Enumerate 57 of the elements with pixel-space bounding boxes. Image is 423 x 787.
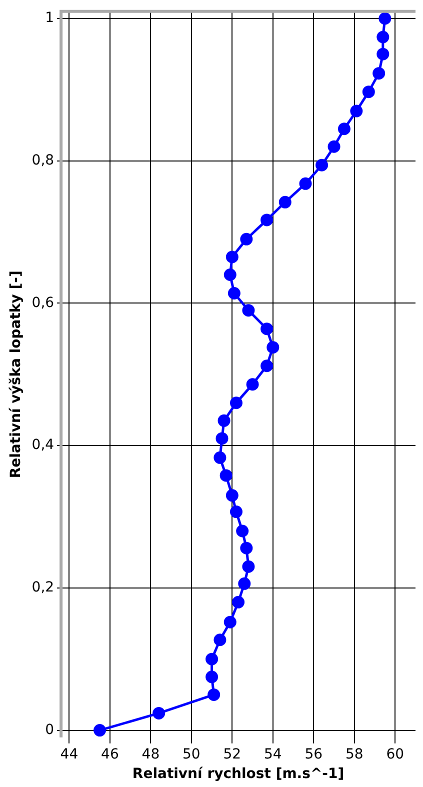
- point: [152, 706, 166, 720]
- point: [224, 616, 236, 628]
- point: [232, 596, 245, 608]
- point: [224, 268, 236, 282]
- point: [260, 360, 274, 372]
- point: [238, 577, 251, 590]
- x-tick-label: 46: [101, 746, 119, 762]
- point: [378, 12, 392, 25]
- point: [266, 341, 280, 354]
- point: [242, 304, 255, 317]
- point: [206, 670, 218, 684]
- x-tick-label: 48: [142, 746, 160, 762]
- y-tick-label: 0: [45, 722, 54, 738]
- point: [338, 122, 350, 136]
- point: [240, 542, 253, 554]
- point: [216, 432, 228, 445]
- x-axis-title: Relativní rychlost [m.s^-1]: [132, 766, 344, 782]
- point: [316, 158, 328, 172]
- point: [226, 250, 238, 264]
- point: [350, 104, 363, 118]
- y-tick-label: 0,4: [32, 437, 54, 454]
- x-tick-label: 58: [345, 746, 364, 762]
- point: [328, 140, 340, 153]
- point: [214, 634, 226, 646]
- x-tick-label: 54: [264, 746, 282, 762]
- y-axis-title: Relativní výška lopatky [-]: [8, 270, 24, 478]
- point: [299, 177, 312, 190]
- x-tick-label: 44: [60, 746, 78, 762]
- point: [228, 287, 240, 300]
- point: [218, 414, 230, 427]
- point: [230, 396, 242, 410]
- x-tick-label: 60: [386, 746, 404, 762]
- point: [376, 48, 390, 60]
- y-tick-label: 0,6: [32, 294, 54, 311]
- point: [206, 652, 218, 666]
- point: [376, 30, 390, 44]
- point: [208, 688, 220, 701]
- y-tick-label: 0,8: [32, 152, 54, 169]
- point: [278, 196, 292, 208]
- x-tick-label: 50: [182, 746, 200, 762]
- point: [94, 724, 106, 737]
- point: [372, 67, 386, 80]
- point: [236, 524, 249, 538]
- point: [260, 214, 274, 226]
- point: [362, 86, 375, 98]
- point: [240, 232, 253, 246]
- point: [220, 469, 232, 482]
- y-tick-label: 0,2: [32, 580, 54, 596]
- x-tick-label: 56: [304, 746, 323, 762]
- point: [230, 506, 242, 518]
- point: [242, 560, 255, 573]
- point: [214, 451, 226, 464]
- y-tick-label: 1: [45, 10, 54, 26]
- x-tick-label: 52: [223, 746, 242, 762]
- point: [246, 378, 259, 391]
- point: [226, 489, 238, 502]
- point: [260, 322, 274, 336]
